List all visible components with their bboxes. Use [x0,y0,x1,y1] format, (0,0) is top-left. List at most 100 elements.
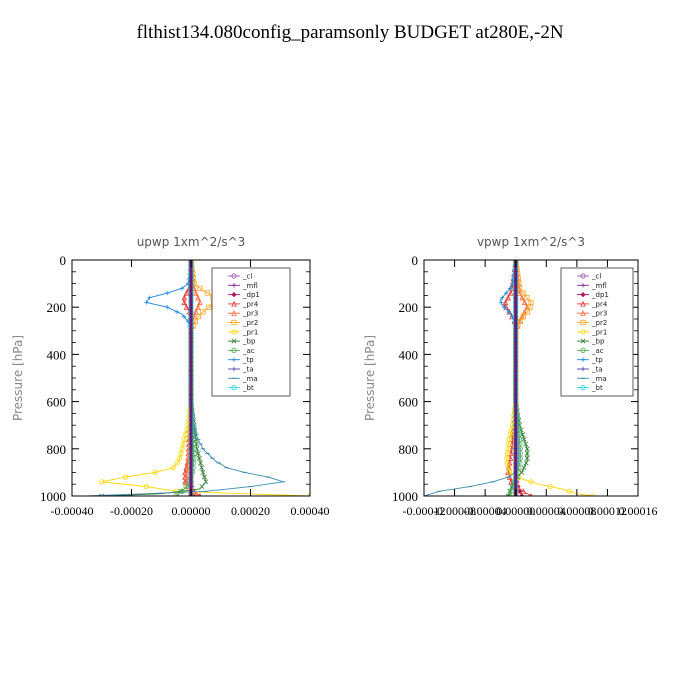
data-point [509,445,515,452]
legend-item: _ta [577,366,603,374]
legend-label: _bp [591,338,605,346]
x-tick-label: 0.00008 [557,504,596,518]
legend-marker [231,283,237,288]
legend-label: _pr3 [591,310,607,318]
y-tick-label: 0 [412,253,419,268]
legend-item: _pr3 [228,310,258,318]
data-point [203,479,209,485]
legend-marker [580,283,586,288]
legend-item: _pr3 [577,310,607,318]
legend-label: _pr4 [242,300,259,308]
data-point [519,493,525,496]
data-point [505,465,511,471]
data-point [524,295,530,301]
upwp-panel: upwp 1xm^2/s^3 Pressure [hPa] 0 200 400 600 80… [11,235,330,518]
data-point [193,289,199,296]
legend-label: _ac [242,347,255,355]
data-point [170,465,176,471]
data-point [507,289,514,296]
data-point [520,314,526,320]
legend-label: _ma [591,375,607,383]
data-point [183,432,189,438]
data-point [505,294,511,301]
x-tick-label: -0.00008 [433,504,476,518]
legend-label: _mfl [591,282,607,290]
data-point [193,441,199,447]
y-tick-label: 400 [399,347,419,362]
data-point [178,450,184,457]
data-point [196,455,202,461]
page-title: flthist134.080config_paramsonly BUDGET a… [136,22,564,43]
y-tick-label: 200 [399,300,419,315]
legend-item: _pr1 [577,328,607,336]
data-point [523,460,529,466]
data-point [502,299,509,306]
legend-label: _pr3 [242,310,258,318]
data-point [195,451,201,457]
data-point [504,460,510,466]
legend-item: _pr1 [228,328,258,336]
y-tick-label: 800 [399,442,419,457]
legend-label: _ac [591,347,604,355]
data-point [521,299,528,306]
panel-title: vpwp 1xm^2/s^3 [477,235,585,249]
legend-marker [580,273,586,279]
legend-label: _pr4 [591,300,608,308]
data-point [180,441,186,447]
legend-label: _ta [591,366,603,374]
data-point [122,474,129,480]
legend-marker [231,273,237,279]
data-point [174,309,180,315]
legend-item: _cl [228,273,252,281]
x-tick-label: 0.00020 [231,504,270,518]
data-point [199,484,205,490]
y-tick-label: 1000 [392,489,418,504]
legend-item: _tp [228,356,254,364]
legend-label: _pr2 [591,319,607,327]
legend-item: _tp [577,356,603,364]
data-point [500,295,505,300]
legend-marker [580,357,586,362]
data-point [566,488,572,494]
legend-label: _tp [591,356,603,364]
x-tick-label: 0.00012 [588,504,627,518]
data-point [197,285,203,291]
data-point [195,294,201,301]
legend-marker [231,300,237,307]
legend-item: _ac [228,347,255,355]
legend-marker [580,366,586,372]
data-point [199,465,205,471]
y-tick-label: 0 [60,253,67,268]
data-point [200,469,206,475]
data-point [165,290,170,296]
y-tick-label: 200 [47,300,67,315]
legend-label: _bt [242,384,254,392]
data-point [505,493,511,496]
data-point [506,459,513,466]
legend-label: _pr2 [242,319,258,327]
data-point [547,483,553,490]
legend-item: _ac [577,347,604,355]
legend-label: _ma [242,375,258,383]
panel-title: upwp 1xm^2/s^3 [137,235,246,249]
legend-item: _pr4 [577,300,608,308]
data-point [197,299,203,306]
data-point [507,432,513,438]
data-point [99,479,105,485]
data-point [184,469,190,475]
data-point [524,309,531,315]
data-point [179,286,185,291]
data-point [521,436,527,442]
data-point [179,446,185,452]
data-point [181,436,188,442]
legend-marker [231,338,237,344]
data-point [521,465,527,471]
legend-item: _pr2 [577,319,607,327]
data-point [519,469,525,475]
data-point [143,483,149,490]
legend-item: _pr4 [228,300,259,308]
legend-item: _dp1 [577,291,609,299]
data-point [183,483,189,490]
legend-marker [231,366,237,372]
